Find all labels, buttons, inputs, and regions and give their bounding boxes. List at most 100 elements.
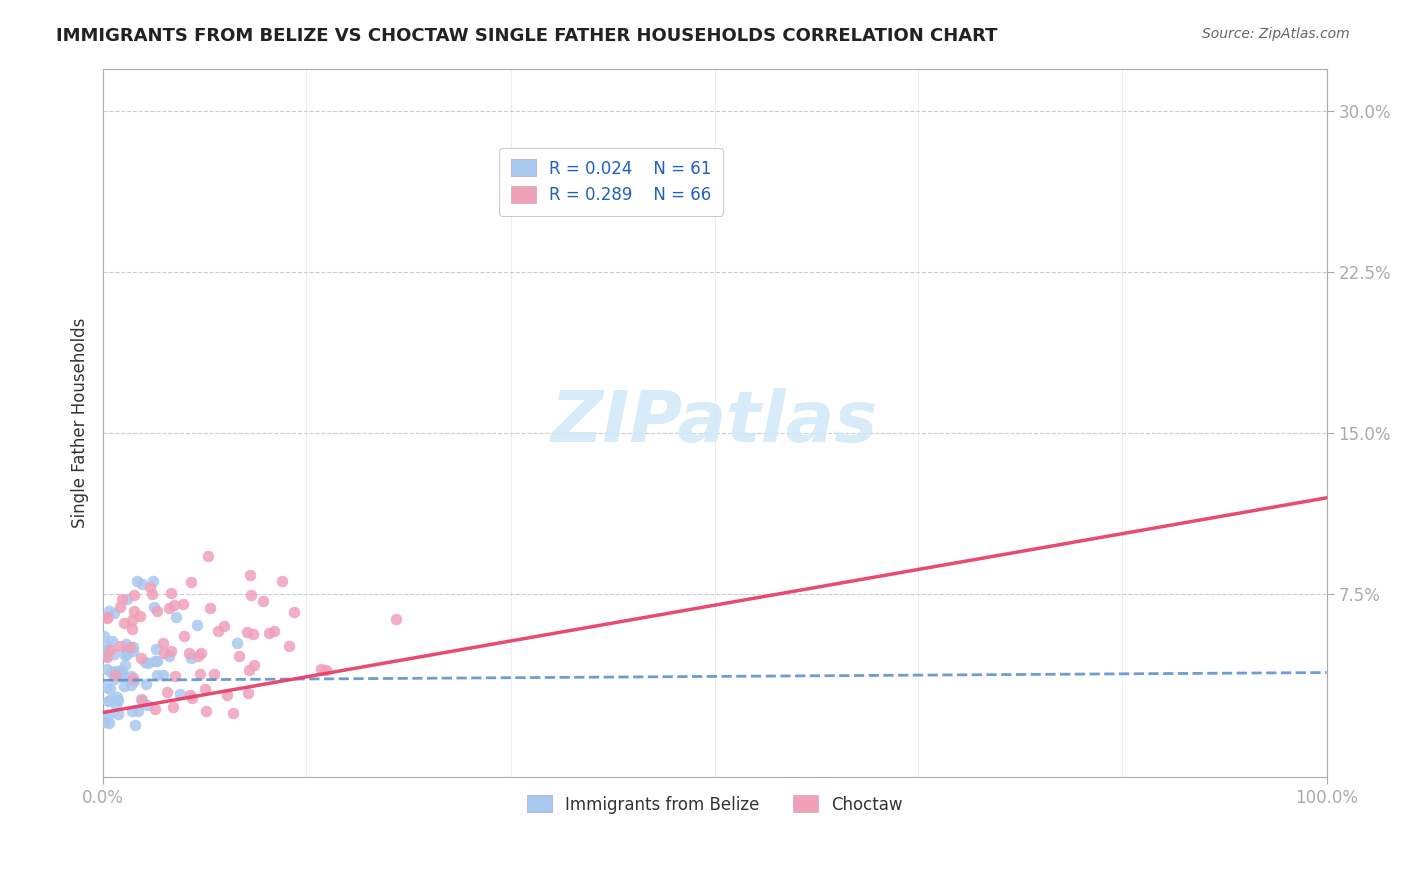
Point <box>195 704 218 718</box>
Point <box>179 688 201 702</box>
Point <box>103 647 125 661</box>
Point <box>236 686 259 700</box>
Point <box>159 586 181 600</box>
Point <box>188 667 211 681</box>
Point <box>97 708 120 723</box>
Point <box>190 646 212 660</box>
Point <box>128 704 150 718</box>
Point <box>104 667 127 681</box>
Point <box>278 639 301 653</box>
Point <box>194 681 217 696</box>
Point <box>110 669 132 683</box>
Point <box>103 673 125 687</box>
Point <box>93 643 115 657</box>
Point <box>159 601 181 615</box>
Point <box>187 648 209 663</box>
Point <box>145 654 167 668</box>
Point <box>129 651 152 665</box>
Point <box>96 610 118 624</box>
Point <box>94 648 117 663</box>
Point <box>309 662 332 676</box>
Point <box>152 636 174 650</box>
Point <box>94 681 117 695</box>
Point <box>110 664 132 678</box>
Point <box>169 687 191 701</box>
Text: ZIPatlas: ZIPatlas <box>551 388 879 458</box>
Point <box>115 647 138 661</box>
Point <box>121 644 143 658</box>
Point <box>104 665 127 679</box>
Point <box>107 690 129 705</box>
Point <box>186 618 208 632</box>
Point <box>111 665 134 679</box>
Point <box>98 682 121 697</box>
Point <box>105 698 128 713</box>
Point <box>118 640 141 654</box>
Point <box>207 624 229 639</box>
Point <box>145 642 167 657</box>
Point <box>315 664 337 678</box>
Point <box>122 588 145 602</box>
Point <box>108 599 131 614</box>
Point <box>111 592 134 607</box>
Point <box>180 574 202 589</box>
Point <box>136 656 159 670</box>
Point <box>135 677 157 691</box>
Point <box>131 692 153 706</box>
Point <box>104 665 127 679</box>
Point <box>96 661 118 675</box>
Point <box>239 588 262 602</box>
Point <box>122 640 145 655</box>
Point <box>117 592 139 607</box>
Text: Source: ZipAtlas.com: Source: ZipAtlas.com <box>1202 27 1350 41</box>
Point <box>110 639 132 653</box>
Point <box>243 657 266 672</box>
Point <box>236 624 259 639</box>
Point <box>122 674 145 689</box>
Point <box>114 648 136 662</box>
Point <box>120 678 142 692</box>
Point <box>146 604 169 618</box>
Point <box>165 610 187 624</box>
Point <box>121 622 143 636</box>
Point <box>114 637 136 651</box>
Point <box>96 650 118 665</box>
Point <box>98 643 121 657</box>
Point <box>226 636 249 650</box>
Point <box>242 626 264 640</box>
Point <box>101 633 124 648</box>
Point <box>93 629 115 643</box>
Point <box>131 577 153 591</box>
Point <box>160 644 183 658</box>
Point <box>143 702 166 716</box>
Point <box>122 604 145 618</box>
Point <box>146 668 169 682</box>
Point <box>198 601 221 615</box>
Point <box>263 624 285 638</box>
Point <box>134 655 156 669</box>
Point <box>124 718 146 732</box>
Point <box>252 594 274 608</box>
Point <box>162 700 184 714</box>
Point <box>97 693 120 707</box>
Y-axis label: Single Father Households: Single Father Households <box>72 318 89 528</box>
Point <box>239 568 262 582</box>
Point <box>100 665 122 680</box>
Point <box>121 704 143 718</box>
Point <box>114 658 136 673</box>
Point <box>107 693 129 707</box>
Point <box>96 611 118 625</box>
Point <box>138 580 160 594</box>
Text: IMMIGRANTS FROM BELIZE VS CHOCTAW SINGLE FATHER HOUSEHOLDS CORRELATION CHART: IMMIGRANTS FROM BELIZE VS CHOCTAW SINGLE… <box>56 27 998 45</box>
Point <box>94 638 117 652</box>
Point <box>112 616 135 631</box>
Point <box>103 606 125 620</box>
Point <box>93 715 115 730</box>
Point <box>204 666 226 681</box>
Point <box>271 574 294 589</box>
Point <box>222 706 245 720</box>
Point <box>157 649 180 664</box>
Point <box>197 549 219 564</box>
Legend: Immigrants from Belize, Choctaw: Immigrants from Belize, Choctaw <box>515 784 914 825</box>
Point <box>143 600 166 615</box>
